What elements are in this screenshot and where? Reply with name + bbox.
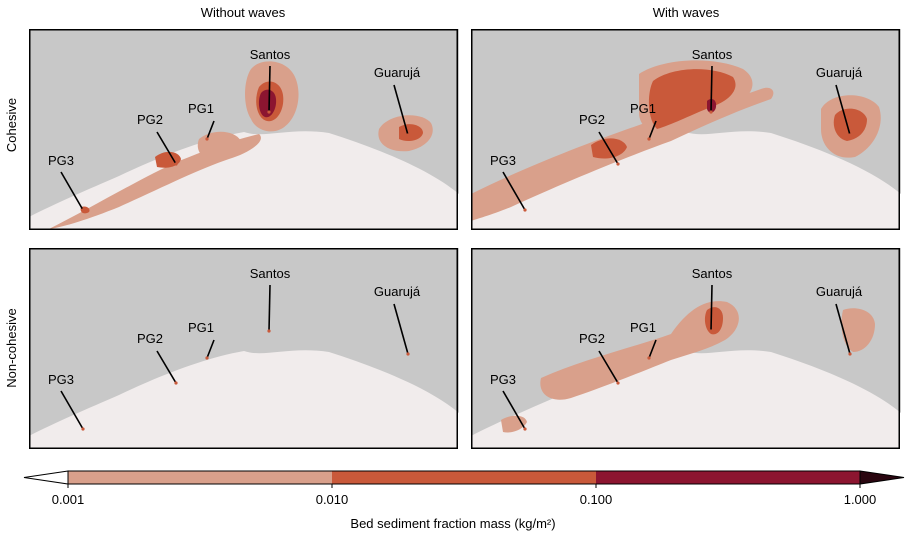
site-marker — [406, 352, 410, 356]
site-pointer-line — [393, 84, 409, 136]
site-label-pg1: PG1 — [188, 101, 214, 116]
site-label-guaruj: Guarujá — [816, 65, 863, 80]
site-pointer-line — [268, 65, 271, 113]
site-marker — [523, 427, 527, 431]
site-label-guaruj: Guarujá — [374, 284, 421, 299]
site-label-pg2: PG2 — [137, 331, 163, 346]
site-pointer-line — [502, 171, 526, 211]
site-pointer-line — [156, 131, 177, 165]
site-marker — [174, 381, 178, 385]
site-label-pg3: PG3 — [48, 153, 74, 168]
site-marker — [81, 427, 85, 431]
site-marker — [647, 356, 651, 360]
row-title-non-cohesive: Non-cohesive — [4, 308, 19, 388]
site-marker — [647, 137, 651, 141]
site-pointer-line — [710, 284, 713, 332]
site-marker — [616, 381, 620, 385]
site-pointer-line — [268, 284, 271, 332]
map-panel-coh-wave: Santos Guarujá PG1 PG2 PG3 — [471, 29, 901, 230]
site-marker — [205, 356, 209, 360]
site-label-pg3: PG3 — [48, 372, 74, 387]
site-marker — [174, 162, 178, 166]
column-title-with-waves: With waves — [653, 5, 720, 20]
site-pointer-line — [710, 65, 713, 113]
site-label-santos: Santos — [250, 47, 291, 62]
site-pointer-line — [835, 84, 851, 136]
colorbar-tick-label: 0.010 — [316, 492, 349, 507]
site-marker — [267, 329, 271, 333]
colorbar-bin-2 — [596, 471, 860, 484]
colorbar-bin-0 — [68, 471, 332, 484]
site-marker — [81, 208, 85, 212]
site-label-pg3: PG3 — [490, 372, 516, 387]
map-panel-coh-nowave: Santos Guarujá PG1 PG2 PG3 — [29, 29, 459, 230]
colorbar-tick-label: 0.001 — [52, 492, 85, 507]
colorbar-extend-under — [23, 470, 69, 485]
site-marker — [709, 329, 713, 333]
panel-frame — [471, 29, 900, 230]
site-marker — [848, 352, 852, 356]
site-label-pg2: PG2 — [579, 331, 605, 346]
site-label-pg1: PG1 — [630, 320, 656, 335]
colorbar-tick-label: 0.100 — [580, 492, 613, 507]
site-pointer-line — [60, 171, 84, 211]
panel-frame — [471, 248, 900, 449]
site-pointer-line — [598, 131, 619, 165]
site-label-pg3: PG3 — [490, 153, 516, 168]
site-label-pg1: PG1 — [630, 101, 656, 116]
site-label-santos: Santos — [692, 266, 733, 281]
site-pointer-line — [206, 120, 215, 140]
site-label-guaruj: Guarujá — [816, 284, 863, 299]
site-label-santos: Santos — [692, 47, 733, 62]
site-pointer-line — [502, 390, 526, 430]
map-panel-noncoh-wave: Santos Guarujá PG1 PG2 PG3 — [471, 248, 901, 449]
site-marker — [267, 110, 271, 114]
site-marker — [848, 133, 852, 137]
panels: Santos Guarujá PG1 PG2 PG3 Santos Guarujá PG1 PG… — [29, 29, 901, 449]
panel-frame — [29, 29, 458, 230]
site-label-pg2: PG2 — [579, 112, 605, 127]
panel-frame — [29, 248, 458, 449]
site-label-pg1: PG1 — [188, 320, 214, 335]
site-label-pg2: PG2 — [137, 112, 163, 127]
site-pointer-line — [60, 390, 84, 430]
colorbar-extend-over — [859, 470, 905, 485]
site-marker — [523, 208, 527, 212]
site-pointer-line — [648, 339, 657, 359]
site-marker — [616, 162, 620, 166]
site-pointer-line — [648, 120, 657, 140]
site-marker — [205, 137, 209, 141]
colorbar-tick-label: 1.000 — [844, 492, 877, 507]
site-pointer-line — [156, 350, 177, 384]
colorbar: 0.001 0.010 0.100 1.000 — [23, 470, 905, 507]
column-title-without-waves: Without waves — [201, 5, 286, 20]
site-marker — [709, 110, 713, 114]
site-pointer-line — [393, 303, 409, 355]
site-label-guaruj: Guarujá — [374, 65, 421, 80]
row-title-cohesive: Cohesive — [4, 98, 19, 152]
colorbar-label: Bed sediment fraction mass (kg/m²) — [350, 516, 555, 531]
site-pointer-line — [206, 339, 215, 359]
site-label-santos: Santos — [250, 266, 291, 281]
site-marker — [406, 133, 410, 137]
site-pointer-line — [598, 350, 619, 384]
map-panel-noncoh-nowave: Santos Guarujá PG1 PG2 PG3 — [29, 248, 459, 449]
site-pointer-line — [835, 303, 851, 355]
colorbar-bin-1 — [332, 471, 596, 484]
colorbar-frame — [67, 470, 861, 485]
